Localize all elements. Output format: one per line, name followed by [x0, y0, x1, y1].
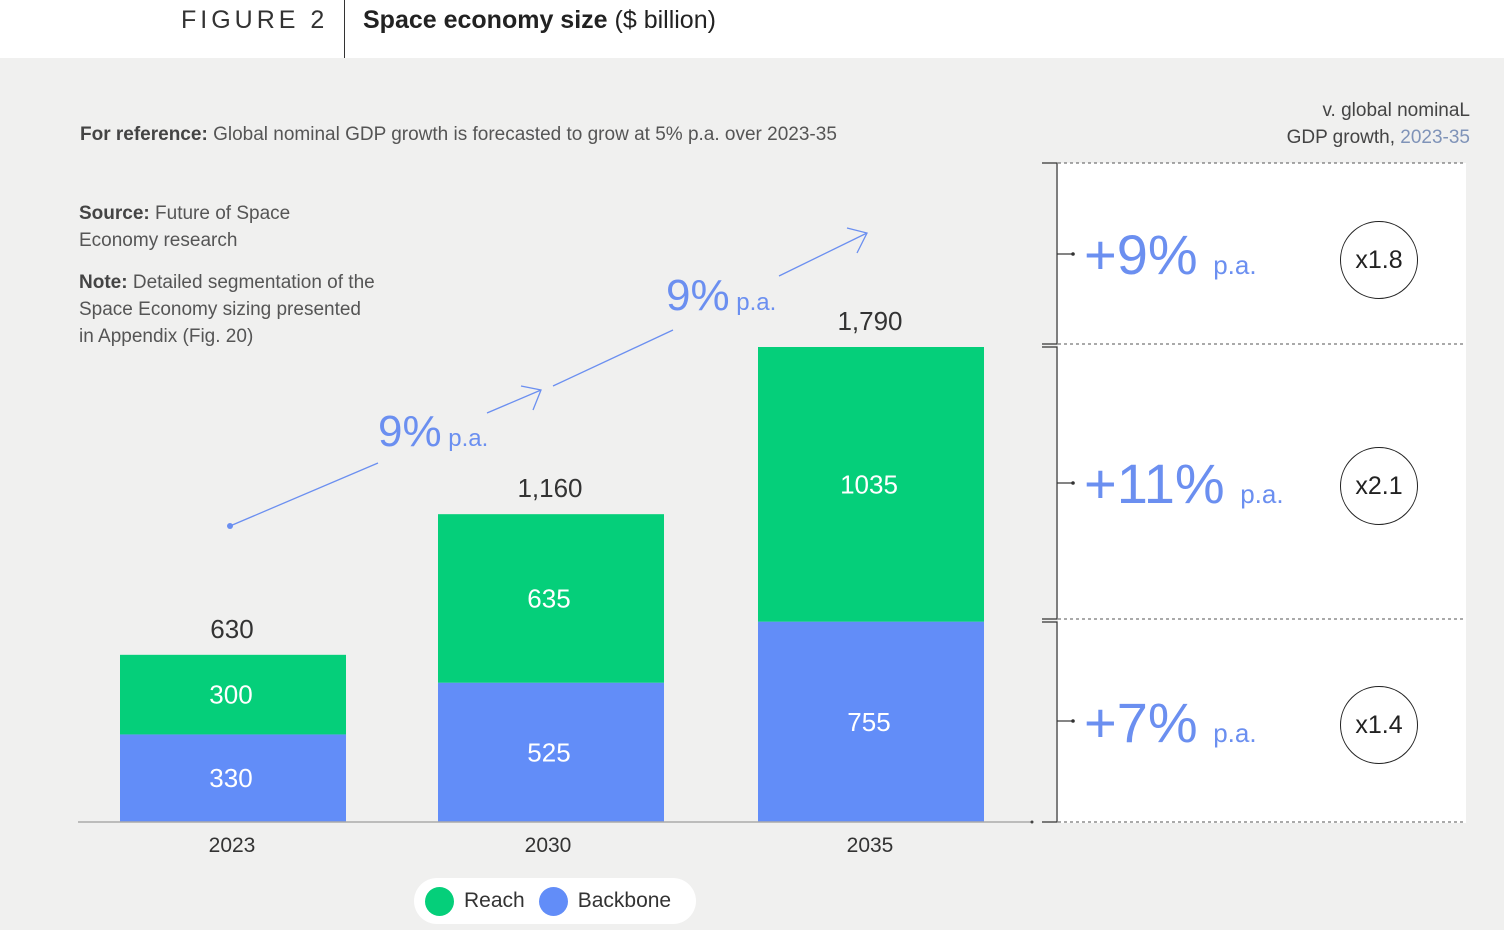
- cagr-arrow-2-head: [846, 227, 868, 254]
- bracket-pointer-dot-total: [1071, 252, 1075, 256]
- bar-label-reach-2023: 300: [209, 680, 252, 710]
- total-growth-rate: +9% p.a.: [1084, 222, 1257, 287]
- reach-multiple-badge: x2.1: [1340, 447, 1418, 525]
- backbone-growth-unit: p.a.: [1213, 718, 1257, 748]
- bar-reach-2030: [438, 514, 664, 683]
- figure-title: Space economy size ($ billion): [363, 6, 716, 35]
- x-axis-end-dot: [1030, 820, 1034, 824]
- cagr-arrow-2-tail: [552, 329, 674, 387]
- cagr-label-2030-2035: 9% p.a.: [666, 271, 776, 320]
- cagr-unit-2023-2030: p.a.: [442, 425, 489, 452]
- total-label-2023: 630: [210, 614, 253, 644]
- reach-growth-rate: +11% p.a.: [1084, 451, 1284, 516]
- bar-backbone-2030: [438, 682, 664, 822]
- comparison-title: v. global nominaL GDP growth, 2023-35: [1287, 97, 1470, 151]
- backbone-growth-value: +7%: [1084, 691, 1198, 754]
- bar-reach-2035: [758, 347, 984, 622]
- bar-label-backbone-2030: 525: [527, 737, 570, 767]
- bracket-total: [1042, 162, 1058, 345]
- figure-label: FIGURE 2: [181, 6, 329, 34]
- total-growth-unit: p.a.: [1213, 250, 1257, 280]
- total-label-2035: 1,790: [837, 306, 902, 336]
- bracket-reach: [1042, 346, 1058, 620]
- total-label-2030: 1,160: [517, 473, 582, 503]
- legend-label-backbone: Backbone: [577, 889, 672, 912]
- bracket-backbone: [1042, 621, 1058, 823]
- cagr-arrow-1-head-line: [486, 389, 542, 414]
- figure-header: FIGURE 2 Space economy size ($ billion): [0, 0, 1504, 58]
- bar-label-reach-2030: 635: [527, 583, 570, 613]
- bar-label-backbone-2035: 755: [847, 707, 890, 737]
- x-tick-label-2030: 2030: [525, 834, 572, 857]
- bar-backbone-2023: [120, 734, 346, 822]
- legend-swatch-reach: [425, 886, 454, 916]
- bar-backbone-2035: [758, 621, 984, 822]
- reference-label: For reference:: [80, 124, 208, 145]
- total-growth-value: +9%: [1084, 223, 1198, 286]
- legend-label-reach: Reach: [464, 889, 525, 912]
- cagr-arrow-2-head-line: [778, 232, 868, 277]
- bracket-pointer-dot-backbone: [1071, 719, 1075, 723]
- x-tick-label-2023: 2023: [209, 834, 256, 857]
- backbone-growth-rate: +7% p.a.: [1084, 690, 1257, 755]
- bar-reach-2023: [120, 654, 346, 735]
- detail-note: Note: Detailed segmentation of the Space…: [79, 269, 379, 350]
- bar-label-reach-2035: 1035: [840, 469, 898, 499]
- comparison-title-line1: v. global nominaL: [1322, 100, 1470, 121]
- total-multiple-badge: x1.8: [1340, 221, 1418, 299]
- reference-note: For reference: Global nominal GDP growth…: [80, 124, 837, 146]
- legend-swatch-backbone: [538, 886, 568, 916]
- note-label: Note:: [79, 272, 128, 293]
- cagr-arrow-1-tail: [229, 462, 379, 527]
- legend: Reach Backbone: [414, 878, 696, 924]
- figure-title-unit: ($ billion): [614, 6, 716, 34]
- header-divider: [344, 0, 345, 58]
- legend-item-reach: Reach: [425, 886, 525, 916]
- source-label: Source:: [79, 203, 150, 224]
- reference-text: Global nominal GDP growth is forecasted …: [213, 124, 837, 145]
- reach-growth-value: +11%: [1084, 452, 1225, 515]
- bar-label-backbone-2023: 330: [209, 763, 252, 793]
- bracket-pointer-dot-reach: [1071, 481, 1075, 485]
- reach-growth-unit: p.a.: [1240, 479, 1284, 509]
- source-note: Source: Future of Space Economy research: [79, 200, 339, 254]
- figure-title-bold: Space economy size: [363, 6, 608, 34]
- comparison-period: 2023-35: [1400, 127, 1470, 148]
- comparison-title-line2: GDP growth,: [1286, 127, 1395, 148]
- backbone-multiple-badge: x1.4: [1340, 686, 1418, 764]
- cagr-arrow-1-head: [520, 385, 542, 411]
- cagr-unit-2030-2035: p.a.: [730, 289, 777, 316]
- cagr-label-2023-2030: 9% p.a.: [378, 407, 488, 456]
- note-text: Detailed segmentation of the Space Econo…: [79, 272, 375, 347]
- source-text: Future of Space Economy research: [79, 203, 291, 251]
- legend-item-backbone: Backbone: [538, 886, 672, 916]
- x-tick-label-2035: 2035: [847, 834, 894, 857]
